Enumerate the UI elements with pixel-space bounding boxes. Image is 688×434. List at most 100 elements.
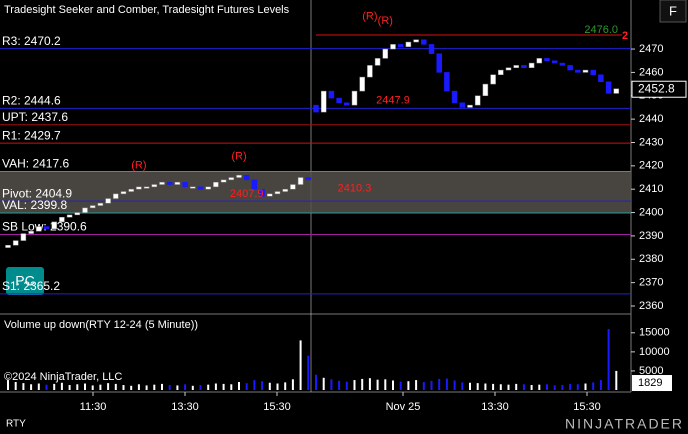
candle xyxy=(505,67,512,71)
volume-bar xyxy=(368,378,371,390)
candle xyxy=(236,174,242,178)
current-price-label: 2452.8 xyxy=(638,81,675,95)
volume-bar xyxy=(184,384,187,390)
candle xyxy=(228,177,235,181)
candle xyxy=(436,53,442,73)
candle xyxy=(136,186,142,190)
annotation: (R) xyxy=(131,160,146,172)
volume-bar xyxy=(592,382,595,390)
candle xyxy=(28,230,34,234)
volume-bar xyxy=(130,385,133,390)
volume-bar xyxy=(161,383,163,390)
candle xyxy=(328,90,335,99)
volume-bar xyxy=(384,379,387,390)
target-label: 2476.0 xyxy=(584,24,618,36)
candle xyxy=(66,214,73,218)
candle xyxy=(528,62,535,68)
candle xyxy=(567,65,573,71)
candle xyxy=(421,39,427,45)
annotation: 2447.9 xyxy=(376,95,410,107)
volume-bar xyxy=(30,384,33,390)
candle xyxy=(613,88,620,94)
volume-bar xyxy=(84,383,86,390)
y-tick-label: 2370 xyxy=(639,277,663,289)
volume-bar xyxy=(561,385,564,390)
price-underlay xyxy=(0,48,631,295)
y-tick-label: 2440 xyxy=(639,113,663,125)
volume-bar xyxy=(599,380,602,390)
volume-bar xyxy=(230,384,233,390)
candle xyxy=(351,90,358,106)
level-label: S1: 2365.2 xyxy=(2,279,60,293)
x-tick-label: Nov 25 xyxy=(386,401,421,413)
volume-bar xyxy=(122,385,125,390)
y-tick-label: 15000 xyxy=(639,327,670,339)
candle xyxy=(467,104,473,108)
volume-bar xyxy=(430,380,433,390)
volume-bar xyxy=(153,384,156,390)
y-tick-label: 2460 xyxy=(639,66,663,78)
candle xyxy=(5,245,11,248)
candle xyxy=(105,198,111,204)
candle xyxy=(166,181,173,185)
candle xyxy=(197,186,204,190)
volume-bar xyxy=(453,380,456,390)
x-tick-label: 11:30 xyxy=(80,401,107,413)
y-tick-label: 2410 xyxy=(639,183,663,195)
annotation: (R) xyxy=(362,10,377,22)
candle xyxy=(20,233,27,241)
candle xyxy=(605,81,612,94)
candle xyxy=(405,41,412,47)
volume-bar xyxy=(91,385,94,390)
volume-bar xyxy=(268,382,271,390)
candle xyxy=(174,181,181,185)
candle xyxy=(36,226,42,232)
candle xyxy=(305,177,312,181)
volume-bar xyxy=(222,383,225,390)
volume-bar xyxy=(576,384,579,390)
candle xyxy=(51,221,57,230)
candle xyxy=(313,104,319,113)
button-label[interactable]: F xyxy=(669,3,677,18)
volume-bar xyxy=(191,385,194,390)
f-button[interactable]: F xyxy=(659,0,687,23)
volume-bar xyxy=(299,340,302,390)
volume-bar xyxy=(76,384,79,390)
x-tick-label: 13:30 xyxy=(171,401,199,413)
volume-bar xyxy=(276,383,279,390)
candle xyxy=(297,177,304,185)
level-label: Pivot: 2404.9 xyxy=(2,186,72,200)
candle xyxy=(259,188,265,197)
level-label: VAL: 2399.8 xyxy=(2,198,67,212)
current-volume-label: 1829 xyxy=(638,377,662,389)
candle xyxy=(89,205,96,209)
volume-bar xyxy=(607,328,610,390)
candle xyxy=(190,186,196,189)
candle xyxy=(390,44,396,50)
candle xyxy=(451,90,458,104)
y-tick-label: 2400 xyxy=(639,206,663,218)
volume-bar xyxy=(238,381,240,390)
volume-title: Volume up down(RTY 12-24 (5 Minute)) xyxy=(4,319,198,331)
candle xyxy=(498,69,504,75)
candle xyxy=(251,179,258,190)
volume-bar xyxy=(422,381,425,390)
badge-label: PC xyxy=(15,273,34,289)
button-frame[interactable] xyxy=(659,0,687,23)
candle xyxy=(474,95,481,106)
y-tick-label: 2430 xyxy=(639,136,663,148)
volume-bar xyxy=(107,383,110,390)
brand: NINJATRADER xyxy=(565,416,684,432)
volume-bar xyxy=(253,380,256,390)
candle xyxy=(213,181,219,188)
candle xyxy=(544,58,550,61)
volume-bar xyxy=(522,384,525,390)
candle xyxy=(267,193,273,197)
badge-box xyxy=(6,267,44,295)
candle xyxy=(490,74,496,85)
y-tick-label: 2470 xyxy=(639,43,663,55)
volume-bar xyxy=(569,383,572,390)
volume-bar xyxy=(407,381,410,390)
candle xyxy=(397,44,404,47)
level-label: R2: 2444.6 xyxy=(2,94,61,108)
